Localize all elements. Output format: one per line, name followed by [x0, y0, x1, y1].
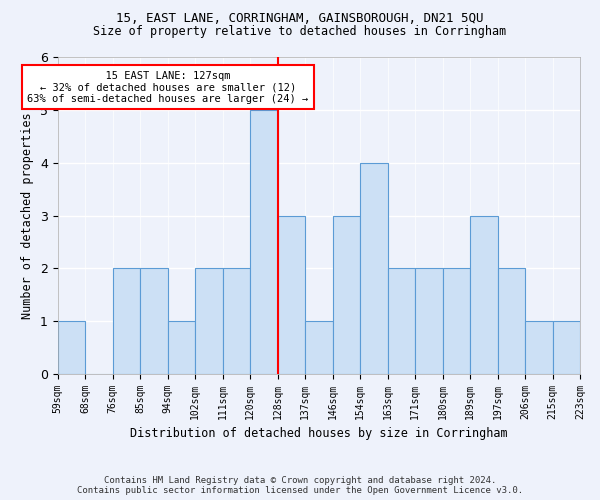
Bar	[360, 163, 388, 374]
Bar	[470, 216, 497, 374]
X-axis label: Distribution of detached houses by size in Corringham: Distribution of detached houses by size …	[130, 427, 508, 440]
Bar	[58, 321, 85, 374]
Bar	[167, 321, 195, 374]
Bar	[497, 268, 525, 374]
Bar	[553, 321, 580, 374]
Bar	[525, 321, 553, 374]
Bar	[250, 110, 278, 374]
Text: Size of property relative to detached houses in Corringham: Size of property relative to detached ho…	[94, 25, 506, 38]
Bar	[195, 268, 223, 374]
Y-axis label: Number of detached properties: Number of detached properties	[22, 112, 34, 319]
Bar	[113, 268, 140, 374]
Bar	[278, 216, 305, 374]
Text: Contains HM Land Registry data © Crown copyright and database right 2024.
Contai: Contains HM Land Registry data © Crown c…	[77, 476, 523, 495]
Bar	[443, 268, 470, 374]
Text: 15 EAST LANE: 127sqm  
← 32% of detached houses are smaller (12)
63% of semi-det: 15 EAST LANE: 127sqm ← 32% of detached h…	[27, 70, 308, 104]
Bar	[332, 216, 360, 374]
Text: 15, EAST LANE, CORRINGHAM, GAINSBOROUGH, DN21 5QU: 15, EAST LANE, CORRINGHAM, GAINSBOROUGH,…	[116, 12, 484, 26]
Bar	[223, 268, 250, 374]
Bar	[305, 321, 332, 374]
Bar	[388, 268, 415, 374]
Bar	[140, 268, 167, 374]
Bar	[415, 268, 443, 374]
